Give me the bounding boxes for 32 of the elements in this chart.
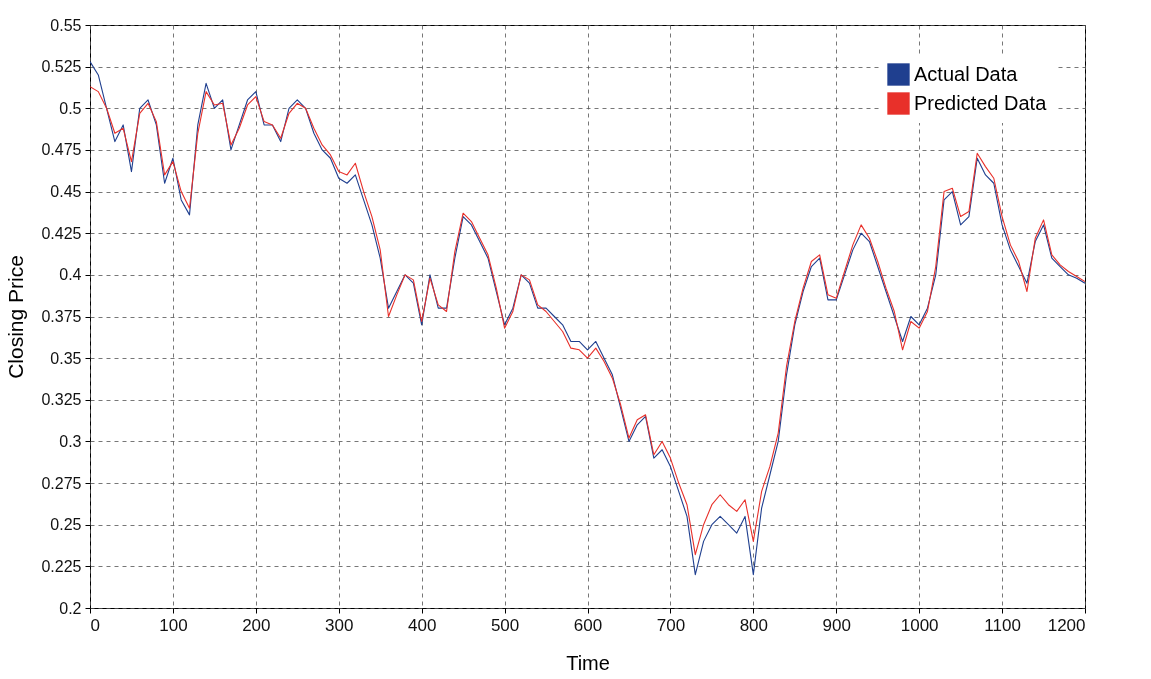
y-tick-label: 0.4 bbox=[59, 266, 82, 284]
y-tick-label: 0.225 bbox=[41, 557, 82, 575]
x-tick-label: 800 bbox=[739, 615, 769, 635]
y-tick-label: 0.275 bbox=[41, 474, 82, 492]
x-axis-title: Time bbox=[566, 651, 610, 674]
y-tick-label: 0.3 bbox=[59, 432, 82, 450]
x-tick-label: 900 bbox=[822, 615, 851, 635]
y-tick-label: 0.475 bbox=[41, 141, 82, 159]
x-tick-label: 400 bbox=[407, 615, 437, 635]
x-tick-label: 300 bbox=[325, 615, 354, 635]
y-tick-label: 0.375 bbox=[41, 308, 82, 325]
y-tick-label: 0.325 bbox=[41, 391, 82, 409]
y-tick-label: 0.45 bbox=[50, 183, 82, 201]
legend-label: Predicted Data bbox=[914, 91, 1048, 114]
y-tick-label: 0.25 bbox=[50, 516, 82, 534]
x-tick-label: 0 bbox=[90, 615, 100, 635]
x-tick-label: 500 bbox=[490, 615, 520, 635]
x-tick-label: 600 bbox=[573, 615, 603, 635]
y-tick-label: 0.425 bbox=[41, 224, 82, 242]
x-tick-label: 1000 bbox=[900, 615, 939, 635]
y-tick-label: 0.35 bbox=[50, 349, 82, 367]
x-tick-label: 1200 bbox=[1047, 615, 1086, 635]
y-tick-label: 0.5 bbox=[59, 99, 82, 117]
legend-label: Actual Data bbox=[914, 62, 1019, 85]
x-tick-label: 100 bbox=[159, 615, 188, 635]
x-tick-label: 700 bbox=[656, 615, 686, 635]
y-tick-label: 0.525 bbox=[41, 58, 82, 76]
y-tick-label: 0.2 bbox=[59, 599, 82, 617]
x-tick-label: 1100 bbox=[984, 615, 1021, 635]
y-axis-title: Closing Price bbox=[4, 255, 28, 379]
y-tick-label: 0.55 bbox=[50, 16, 82, 34]
x-tick-label: 200 bbox=[242, 615, 271, 635]
